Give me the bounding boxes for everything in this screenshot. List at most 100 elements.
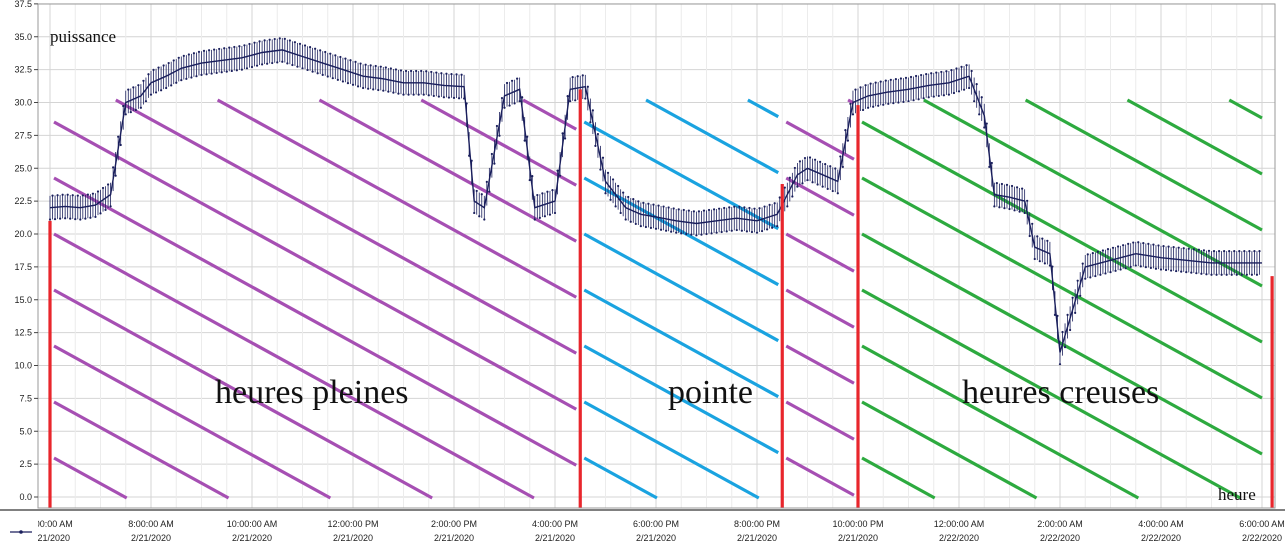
series-point	[543, 215, 547, 218]
series-point	[955, 67, 958, 70]
series-point	[634, 222, 637, 226]
series-layer	[48, 37, 1262, 366]
y-tick-label: 5.0	[19, 426, 32, 436]
series-point	[480, 193, 483, 196]
series-point	[1081, 262, 1084, 265]
series-point	[750, 230, 754, 234]
series-point	[64, 217, 67, 220]
x-tick-label-time: 8:00:00 AM	[128, 519, 174, 529]
series-point	[1129, 265, 1132, 268]
series-point	[968, 86, 971, 90]
series-point	[402, 93, 405, 96]
series-point	[331, 77, 334, 80]
series-point	[811, 181, 814, 184]
series-point	[528, 178, 531, 182]
series-point	[707, 208, 711, 212]
series-point	[1185, 271, 1188, 274]
series-point	[1051, 265, 1054, 268]
series-point	[884, 79, 887, 82]
series-point	[748, 206, 751, 210]
series-point	[1147, 242, 1150, 245]
x-tick-label-time: 10:00:00 PM	[832, 519, 883, 529]
series-point	[268, 38, 271, 41]
series-point	[157, 66, 160, 69]
series-point	[904, 76, 908, 79]
series-point	[225, 70, 228, 73]
hatch-line-heures-creuses	[861, 288, 1241, 500]
series-point	[1084, 277, 1087, 280]
series-point	[1238, 249, 1241, 253]
series-point	[427, 94, 430, 97]
series-point	[412, 93, 415, 96]
series-point	[723, 206, 726, 210]
series-point	[791, 195, 794, 198]
x-tick-label-date: 2/21/2020	[30, 533, 70, 543]
x-tick-label-date: 2/21/2020	[737, 533, 777, 543]
series-point	[362, 86, 365, 90]
series-point	[647, 202, 650, 205]
series-point	[1013, 209, 1016, 212]
series-point	[281, 60, 284, 63]
series-point	[803, 156, 807, 160]
x-tick-label-time: 8:00:00 PM	[734, 519, 780, 529]
y-tick-label: 15.0	[14, 295, 32, 305]
series-point	[601, 156, 605, 159]
series-point	[215, 71, 218, 75]
series-point	[86, 193, 89, 196]
series-point	[617, 184, 620, 188]
series-point	[255, 64, 259, 67]
series-point	[374, 64, 377, 68]
x-tick-label-time: 6:00:00 AM	[1239, 519, 1285, 529]
series-point	[632, 198, 635, 201]
series-point	[1109, 271, 1112, 274]
series-point	[609, 198, 612, 201]
series-point	[263, 39, 266, 42]
series-point	[538, 216, 541, 219]
series-point	[755, 231, 759, 234]
series-point	[773, 202, 776, 205]
series-point	[526, 135, 529, 138]
hatch-line-heures-pleines	[53, 344, 332, 500]
series-point	[473, 211, 476, 215]
series-point	[1005, 183, 1009, 187]
series-point	[432, 94, 435, 98]
series-point	[109, 205, 112, 208]
series-point	[561, 132, 564, 135]
series-point	[278, 37, 281, 40]
series-point	[457, 97, 461, 100]
series-point	[1245, 273, 1248, 276]
series-point	[283, 37, 286, 40]
series-point	[766, 228, 769, 231]
series-point	[450, 72, 453, 76]
hatch-line-heures-creuses	[861, 176, 1263, 400]
series-point	[945, 70, 948, 73]
series-point	[619, 211, 622, 215]
series-point	[1000, 182, 1004, 186]
series-point	[223, 47, 226, 50]
series-point	[821, 185, 824, 188]
series-point	[463, 97, 466, 100]
series-point	[478, 215, 481, 218]
series-point	[276, 61, 279, 64]
series-point	[854, 88, 857, 91]
series-point	[786, 205, 789, 208]
series-point	[930, 72, 933, 75]
x-tick-label-time: 4:00:00 AM	[1138, 519, 1184, 529]
series-point	[122, 104, 125, 108]
series-point	[359, 62, 362, 65]
x-tick-label-date: 2/21/2020	[636, 533, 676, 543]
series-point	[980, 96, 983, 99]
series-point	[220, 71, 223, 74]
series-point	[995, 182, 998, 185]
series-point	[899, 77, 903, 80]
series-point	[920, 73, 923, 77]
series-point	[841, 165, 844, 169]
series-point	[1200, 272, 1203, 275]
series-point	[1056, 314, 1059, 317]
series-point	[455, 73, 458, 76]
series-point	[228, 46, 231, 49]
hatch-line-heures-creuses	[1126, 98, 1263, 176]
series-point	[935, 71, 938, 74]
